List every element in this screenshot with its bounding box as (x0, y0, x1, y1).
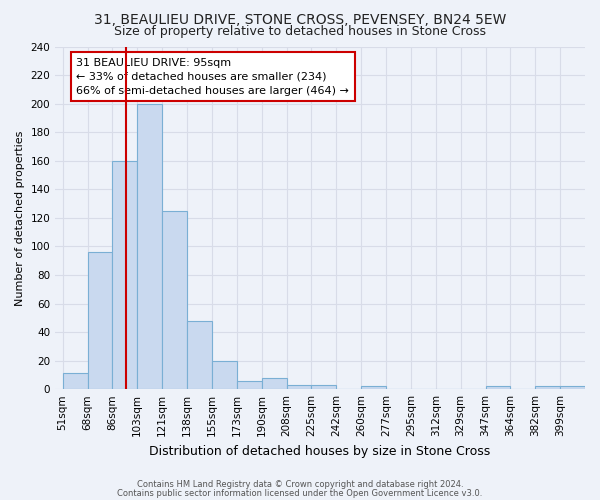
Text: Size of property relative to detached houses in Stone Cross: Size of property relative to detached ho… (114, 25, 486, 38)
Bar (187, 320, 212, 389)
Bar (262, 378, 287, 389)
Bar (112, 160, 137, 389)
Y-axis label: Number of detached properties: Number of detached properties (15, 130, 25, 306)
Bar (137, 104, 162, 389)
Bar (88, 252, 112, 389)
Bar (560, 386, 585, 389)
Bar (361, 386, 386, 389)
Bar (237, 380, 262, 389)
Bar (311, 385, 336, 389)
Text: Contains public sector information licensed under the Open Government Licence v3: Contains public sector information licen… (118, 488, 482, 498)
Bar (62, 374, 88, 389)
Bar (212, 360, 237, 389)
Bar (287, 385, 311, 389)
Text: Contains HM Land Registry data © Crown copyright and database right 2024.: Contains HM Land Registry data © Crown c… (137, 480, 463, 489)
Bar (535, 386, 560, 389)
Text: 31 BEAULIEU DRIVE: 95sqm
← 33% of detached houses are smaller (234)
66% of semi-: 31 BEAULIEU DRIVE: 95sqm ← 33% of detach… (76, 58, 349, 96)
Bar (162, 210, 187, 389)
X-axis label: Distribution of detached houses by size in Stone Cross: Distribution of detached houses by size … (149, 444, 491, 458)
Bar (485, 386, 511, 389)
Text: 31, BEAULIEU DRIVE, STONE CROSS, PEVENSEY, BN24 5EW: 31, BEAULIEU DRIVE, STONE CROSS, PEVENSE… (94, 12, 506, 26)
